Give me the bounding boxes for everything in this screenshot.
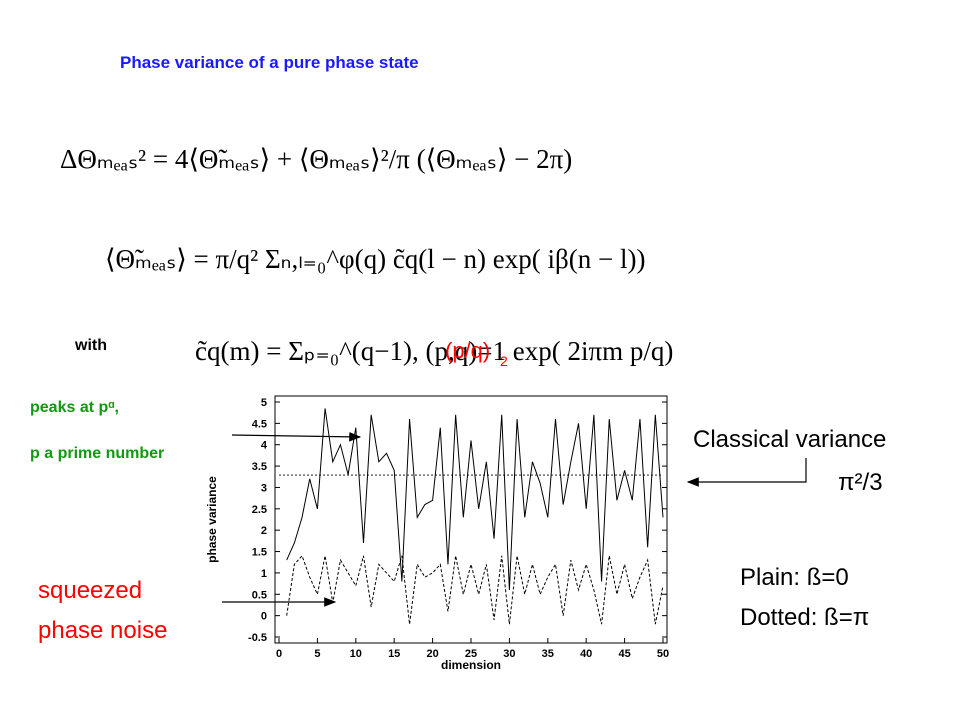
with-label: with — [74, 337, 107, 354]
slide-title: Phase variance of a pure phase state — [120, 53, 419, 72]
y-tick-label: 4 — [261, 440, 268, 452]
y-tick-label: 1 — [261, 568, 267, 580]
x-tick-label: 10 — [350, 648, 362, 660]
y-tick-label: 0.5 — [252, 589, 267, 601]
y-tick-label: 3 — [261, 482, 267, 494]
classical-note: π²/3 — [838, 469, 883, 496]
x-tick-label: 30 — [503, 648, 515, 660]
legend-note: Dotted: ß=π — [740, 604, 869, 631]
x-tick-label: 50 — [657, 648, 669, 660]
x-tick-label: 45 — [618, 648, 630, 660]
chart: -0.500.511.522.533.544.550 5 10 15 20 25 30 35 4… — [205, 395, 669, 672]
x-tick-label: 35 — [542, 648, 554, 660]
classical-note: Classical variance — [693, 426, 886, 453]
y-tick-label: 0 — [261, 611, 267, 623]
y-axis-label: phase variance — [205, 476, 219, 563]
equation: ΔΘₘₑₐₛ² = 4⟨Θ̃ₘₑₐₛ⟩ + ⟨Θₘₑₐₛ⟩²/π (⟨Θₘₑₐₛ… — [60, 144, 572, 174]
series-line — [286, 554, 664, 625]
series-line — [286, 408, 664, 591]
weight-exponent: 2 — [500, 353, 508, 369]
x-tick-label: 40 — [580, 648, 592, 660]
legend-note: Plain: ß=0 — [740, 564, 849, 591]
y-tick-label: 2 — [261, 525, 267, 537]
weight: (p/q) — [445, 338, 490, 363]
equation: c̃q(m) = Σₚ₌₀^(q−1), (p,q)=1 exp( 2iπm p… — [195, 336, 673, 366]
y-tick-label: 4.5 — [252, 418, 267, 430]
y-tick-label: 2.5 — [252, 504, 267, 516]
y-tick-label: -0.5 — [248, 632, 267, 644]
arrow — [686, 458, 807, 487]
x-tick-label: 5 — [314, 648, 320, 660]
peaks-note: p a prime number — [30, 445, 164, 462]
x-tick-label: 0 — [276, 648, 282, 660]
squeezed-note: squeezed — [38, 577, 142, 604]
y-tick-label: 1.5 — [252, 547, 267, 559]
arrow — [231, 432, 362, 442]
squeezed-note: phase noise — [38, 617, 167, 644]
x-tick-label: 25 — [465, 648, 477, 660]
x-tick-label: 20 — [426, 648, 438, 660]
equation: ⟨Θ̃ₘₑₐₛ⟩ = π/q² Σₙ,ₗ₌₀^φ(q) c̃q(l − n) e… — [105, 244, 645, 274]
x-axis-label: dimension — [441, 658, 501, 672]
peaks-note: peaks at pᵅ, — [30, 399, 119, 416]
x-tick-label: 15 — [388, 648, 400, 660]
y-tick-label: 5 — [261, 397, 267, 409]
y-tick-label: 3.5 — [252, 461, 267, 473]
